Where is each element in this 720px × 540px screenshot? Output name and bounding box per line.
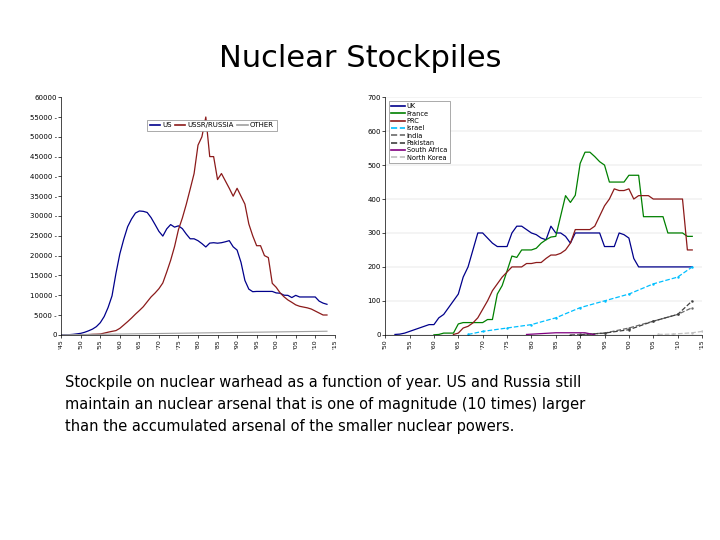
Legend: US, USSR/RUSSIA, OTHER: US, USSR/RUSSIA, OTHER	[147, 120, 276, 131]
Legend: UK, France, PRC, Israel, India, Pakistan, South Africa, North Korea: UK, France, PRC, Israel, India, Pakistan…	[389, 100, 449, 163]
Text: Nuclear Stockpiles: Nuclear Stockpiles	[219, 44, 501, 73]
Text: Stockpile on nuclear warhead as a function of year. US and Russia still
maintain: Stockpile on nuclear warhead as a functi…	[65, 375, 585, 434]
